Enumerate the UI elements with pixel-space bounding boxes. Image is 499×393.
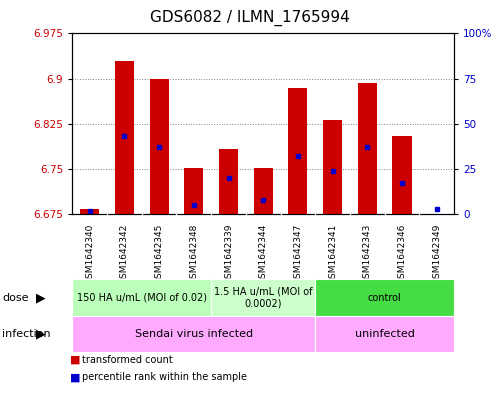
Bar (253, 168, 273, 214)
Text: GDS6082 / ILMN_1765994: GDS6082 / ILMN_1765994 (150, 10, 349, 26)
Text: GSM1642346: GSM1642346 (398, 224, 407, 284)
Bar (72, 316, 315, 352)
Bar (393, 136, 412, 214)
Text: ▶: ▶ (36, 327, 46, 341)
Text: GSM1642343: GSM1642343 (363, 224, 372, 284)
Bar (315, 316, 454, 352)
Bar (115, 61, 134, 214)
Text: ■: ■ (70, 372, 80, 382)
Text: infection: infection (2, 329, 51, 339)
Bar (288, 88, 307, 214)
Bar (80, 209, 99, 214)
Text: GSM1642342: GSM1642342 (120, 224, 129, 284)
Text: 150 HA u/mL (MOI of 0.02): 150 HA u/mL (MOI of 0.02) (77, 293, 207, 303)
Bar (72, 279, 211, 316)
Bar (219, 149, 238, 214)
Text: GSM1642347: GSM1642347 (293, 224, 302, 284)
Text: GSM1642341: GSM1642341 (328, 224, 337, 284)
Bar (150, 79, 169, 214)
Bar (184, 168, 204, 214)
Text: ▶: ▶ (36, 291, 46, 304)
Bar (315, 279, 454, 316)
Text: uninfected: uninfected (355, 329, 415, 339)
Text: GSM1642349: GSM1642349 (432, 224, 441, 284)
Bar (323, 119, 342, 214)
Text: Sendai virus infected: Sendai virus infected (135, 329, 253, 339)
Text: GSM1642339: GSM1642339 (224, 224, 233, 285)
Text: transformed count: transformed count (82, 354, 173, 365)
Bar (211, 279, 315, 316)
Text: ■: ■ (70, 354, 80, 365)
Text: GSM1642340: GSM1642340 (85, 224, 94, 284)
Text: control: control (368, 293, 402, 303)
Text: GSM1642348: GSM1642348 (189, 224, 198, 284)
Bar (358, 83, 377, 214)
Bar (427, 214, 446, 219)
Text: percentile rank within the sample: percentile rank within the sample (82, 372, 248, 382)
Text: 1.5 HA u/mL (MOI of
0.0002): 1.5 HA u/mL (MOI of 0.0002) (214, 287, 312, 309)
Text: dose: dose (2, 293, 29, 303)
Text: GSM1642344: GSM1642344 (258, 224, 268, 284)
Text: GSM1642345: GSM1642345 (155, 224, 164, 284)
